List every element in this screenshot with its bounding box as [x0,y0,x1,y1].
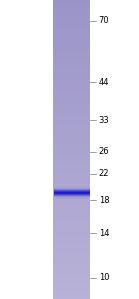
Bar [53,70,90,75]
Text: 44: 44 [99,78,109,87]
Bar [53,214,90,219]
Bar [53,0,90,5]
Bar [53,294,90,299]
Bar [53,204,90,209]
Bar [53,120,90,125]
Bar [53,35,90,40]
Bar [53,125,90,129]
Bar [53,60,90,65]
Bar [53,135,90,140]
Bar [53,100,90,105]
Bar [53,65,90,70]
Bar [53,30,90,35]
Bar [53,150,90,155]
Bar [53,115,90,120]
Bar [53,90,90,95]
Bar [53,140,90,144]
Bar [53,170,90,174]
Bar [53,189,90,194]
Bar [53,209,90,214]
Bar [53,184,90,189]
Bar [53,45,90,50]
Bar [53,15,90,20]
Text: 22: 22 [99,169,109,178]
Bar [53,229,90,234]
Bar [53,259,90,264]
Bar [53,194,90,199]
Bar [53,95,90,100]
Bar [53,264,90,269]
Bar [53,174,90,179]
Bar [53,179,90,184]
Bar [53,254,90,259]
Bar [53,219,90,224]
Bar [53,279,90,284]
Bar [53,129,90,135]
Text: 70: 70 [99,16,109,25]
Bar [53,239,90,244]
Bar [53,244,90,249]
Bar [53,10,90,15]
Bar [53,55,90,60]
Bar [53,80,90,85]
Bar [53,269,90,274]
Bar [53,105,90,110]
Bar [53,75,90,80]
Bar [53,284,90,289]
Bar [53,164,90,170]
Text: 33: 33 [99,116,109,125]
Bar [53,144,90,150]
Bar [53,249,90,254]
Bar [53,5,90,10]
Bar [53,274,90,279]
Text: 10: 10 [99,273,109,282]
Bar [53,50,90,55]
Bar [53,40,90,45]
Text: 26: 26 [99,147,109,156]
Bar [53,289,90,294]
Text: 14: 14 [99,229,109,238]
Bar [53,199,90,204]
Bar [53,234,90,239]
Bar [53,110,90,115]
Bar [53,224,90,229]
Bar [53,25,90,30]
Bar [53,85,90,90]
Bar [53,155,90,159]
Text: 18: 18 [99,196,109,205]
Bar [53,20,90,25]
Bar [53,159,90,164]
